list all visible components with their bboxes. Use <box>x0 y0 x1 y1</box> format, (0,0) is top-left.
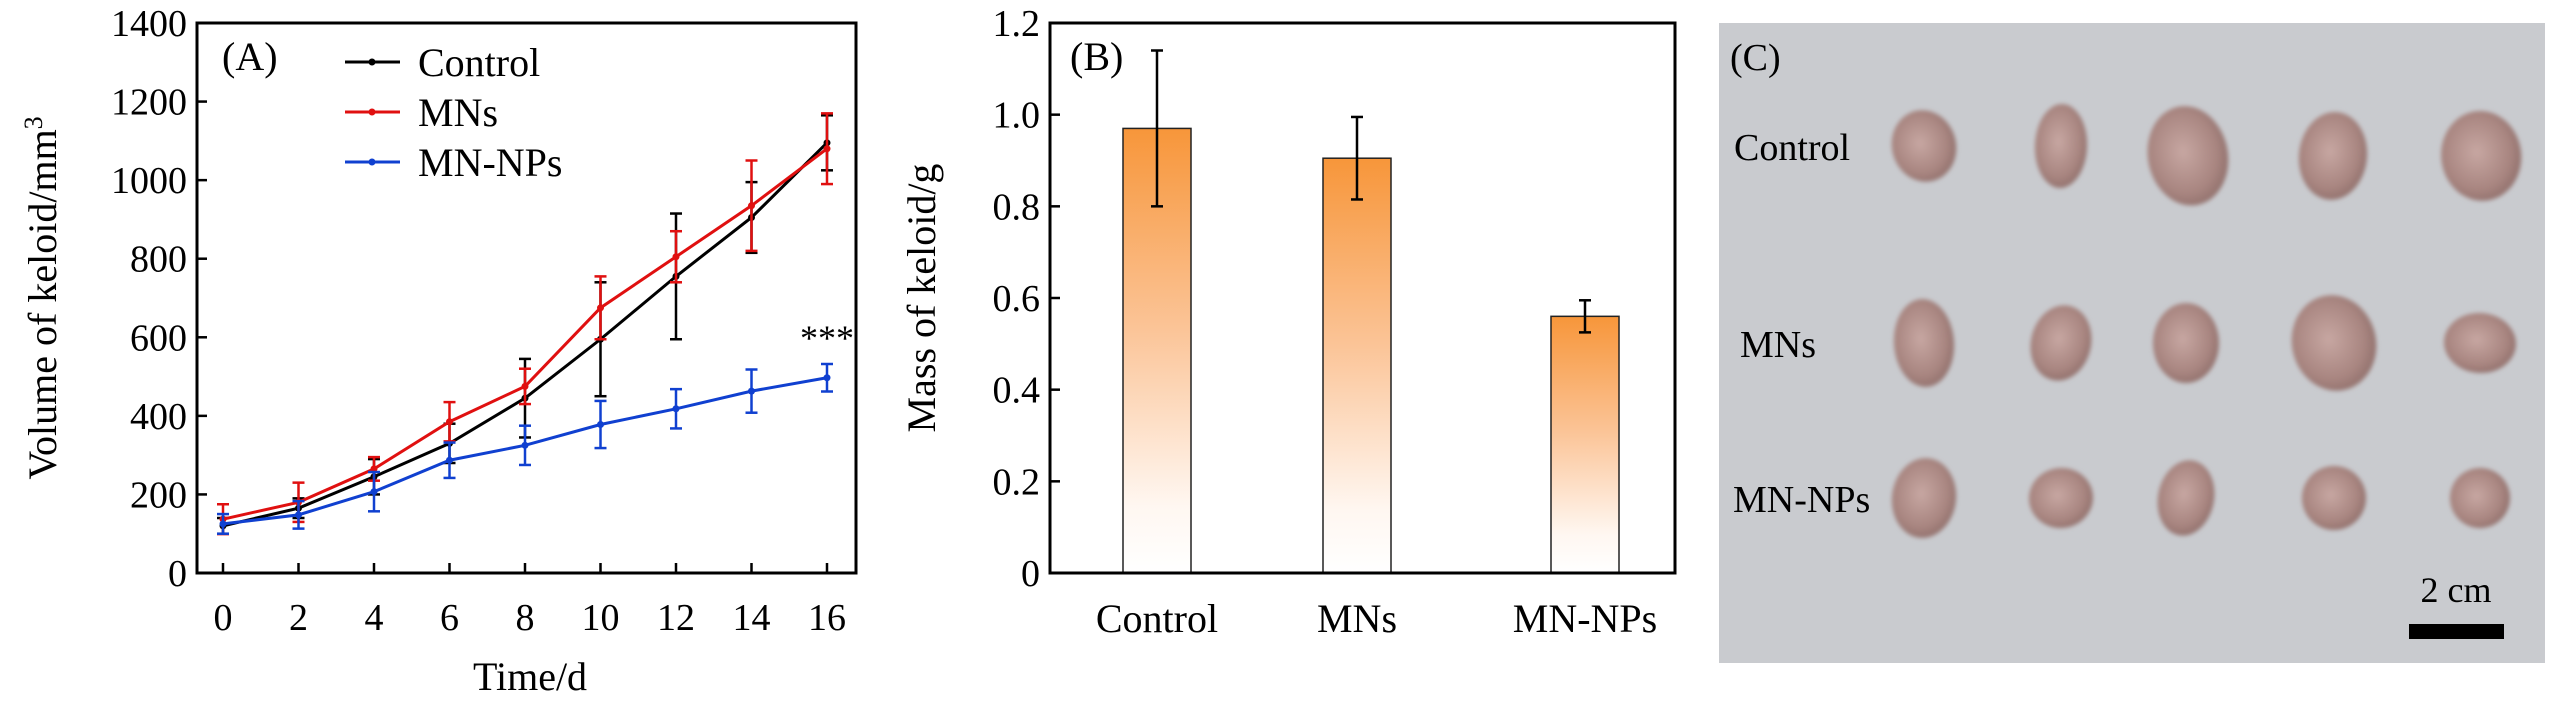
data-point <box>672 405 680 413</box>
data-point <box>446 418 453 426</box>
keloid-sample <box>2034 104 2088 188</box>
data-point <box>370 488 378 496</box>
keloid-sample <box>2157 460 2215 536</box>
data-point <box>597 304 604 312</box>
x-category-label: Control <box>1096 596 1218 641</box>
panel-label: (B) <box>1070 34 1123 79</box>
x-axis-label: Time/d <box>473 654 587 699</box>
keloid-sample <box>2444 312 2516 374</box>
y-tick-label: 1.2 <box>993 3 1041 45</box>
bar-mn-nps <box>1550 315 1620 574</box>
legend-label: Control <box>418 40 540 85</box>
x-tick-label: 16 <box>808 597 846 639</box>
legend-marker <box>368 108 376 116</box>
series-line-control <box>222 141 829 528</box>
x-tick-label: 14 <box>733 597 771 639</box>
row-label: MNs <box>1740 324 1816 366</box>
keloid-sample <box>1891 110 1957 182</box>
row-label: Control <box>1734 127 1850 169</box>
significance-annotation: *** <box>800 318 854 358</box>
panel-a-line-chart: 0 200 400 600 800 1000 1200 1400 0 2 4 6 8 10 12 14 16 Co… <box>19 3 858 699</box>
data-point <box>446 456 453 464</box>
x-tick-label: 8 <box>516 597 535 639</box>
data-point <box>672 253 680 261</box>
x-category-label: MNs <box>1317 596 1397 641</box>
y-tick-label: 600 <box>130 317 187 359</box>
keloid-sample <box>2450 467 2510 528</box>
data-point <box>219 520 227 528</box>
x-tick-label: 4 <box>365 597 384 639</box>
y-tick-label: 200 <box>130 474 187 516</box>
y-axis-label-text: Volume of keloid/mm <box>20 129 65 479</box>
keloid-sample <box>2030 305 2092 381</box>
photo-background <box>1719 23 2545 663</box>
keloid-sample <box>1893 299 1955 387</box>
y-axis-label: Volume of keloid/mm3 <box>19 116 65 479</box>
row-label: MN-NPs <box>1733 479 1870 521</box>
plot-frame <box>195 21 858 575</box>
x-tick-label: 6 <box>440 597 459 639</box>
data-point <box>823 374 831 382</box>
y-axis-label-superscript: 3 <box>19 116 48 129</box>
y-tick-label: 1.0 <box>993 95 1041 137</box>
data-point <box>370 465 378 473</box>
y-tick-label: 0.6 <box>993 278 1041 320</box>
y-tick-label: 0.2 <box>993 461 1041 503</box>
x-tick-label: 10 <box>582 597 620 639</box>
y-tick-label: 0 <box>1021 553 1040 595</box>
data-point <box>521 441 529 449</box>
panel-c-photo: (C) Control MNs MN-NPs 2 cm <box>1719 23 2545 663</box>
panel-b-bar-chart: 0 0.2 0.4 0.6 0.8 1.0 1.2 Control MNs MN-NPs (B) Ma… <box>899 3 1677 641</box>
keloid-sample <box>2291 295 2377 391</box>
keloid-sample <box>2302 466 2366 530</box>
scale-bar <box>2409 624 2504 639</box>
y-axis-label: Mass of keloid/g <box>899 164 944 433</box>
legend-label: MN-NPs <box>418 140 562 185</box>
keloid-sample <box>1891 458 1957 538</box>
data-point <box>295 511 302 519</box>
scale-bar-label: 2 cm <box>2421 570 2492 610</box>
keloid-sample <box>2029 467 2093 529</box>
x-category-label: MN-NPs <box>1513 596 1657 641</box>
data-point <box>823 145 831 153</box>
legend-marker <box>368 58 376 66</box>
y-tick-label: 0.8 <box>993 186 1041 228</box>
legend-marker <box>368 158 376 166</box>
keloid-sample <box>2298 112 2368 200</box>
keloid-sample <box>2441 110 2522 201</box>
keloid-sample <box>2147 106 2229 206</box>
data-point <box>748 387 755 395</box>
y-tick-label: 0 <box>168 553 187 595</box>
bar-mns <box>1322 157 1392 574</box>
data-point <box>521 382 529 390</box>
y-tick-label: 1400 <box>111 3 187 45</box>
legend-label: MNs <box>418 90 498 135</box>
data-point <box>597 421 604 428</box>
panel-label: (A) <box>222 34 278 79</box>
x-tick-label: 0 <box>214 597 233 639</box>
x-tick-label: 12 <box>657 597 695 639</box>
y-tick-label: 800 <box>130 239 187 281</box>
data-point <box>748 202 755 210</box>
keloid-sample <box>2153 303 2219 383</box>
panel-label: (C) <box>1730 37 1781 79</box>
plot-frame <box>1048 21 1677 575</box>
y-tick-label: 400 <box>130 396 187 438</box>
y-tick-label: 0.4 <box>993 370 1041 412</box>
x-tick-label: 2 <box>289 597 308 639</box>
y-tick-label: 1000 <box>111 160 187 202</box>
y-tick-label: 1200 <box>111 82 187 124</box>
